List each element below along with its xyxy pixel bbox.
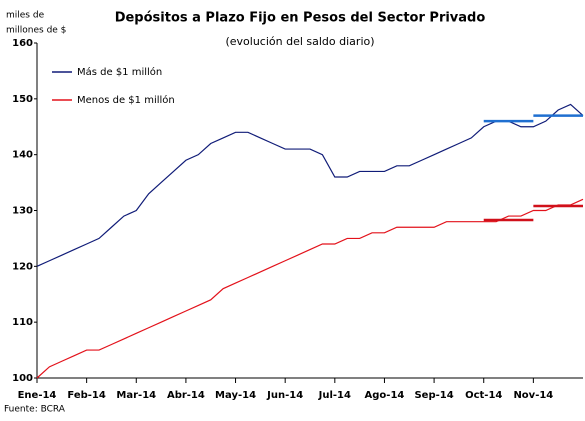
y-axis-label: millones de $ (6, 26, 66, 36)
y-tick-label: 100 (12, 373, 33, 384)
legend-label: Más de $1 millón (77, 66, 162, 78)
legend-label: Menos de $1 millón (77, 94, 175, 106)
x-tick-label: May-14 (215, 390, 256, 401)
source: Fuente: BCRA (4, 405, 66, 415)
y-axis-label: miles de (6, 11, 45, 21)
y-tick-label: 160 (12, 38, 33, 49)
y-tick-label: 140 (12, 150, 33, 161)
x-tick-label: Nov-14 (513, 390, 553, 401)
x-tick-label: Oct-14 (465, 390, 502, 401)
x-tick-label: Ene-14 (18, 390, 57, 401)
series-line (36, 198, 584, 379)
x-tick-label: Mar-14 (116, 390, 156, 401)
y-tick-label: 110 (12, 317, 33, 328)
x-tick-label: Jul-14 (318, 390, 351, 401)
y-tick-label: 150 (12, 94, 33, 105)
series-line (36, 103, 584, 267)
y-tick-label: 130 (12, 206, 33, 217)
y-tick-label: 120 (12, 261, 33, 272)
x-tick-label: Jun-14 (266, 390, 303, 401)
chart-subtitle: (evolución del saldo diario) (225, 35, 374, 48)
x-tick-label: Feb-14 (67, 390, 105, 401)
chart-title: Depósitos a Plazo Fijo en Pesos del Sect… (115, 11, 486, 26)
x-tick-label: Ago-14 (365, 390, 405, 401)
x-tick-label: Sep-14 (414, 390, 453, 401)
x-tick-label: Abr-14 (167, 390, 205, 401)
